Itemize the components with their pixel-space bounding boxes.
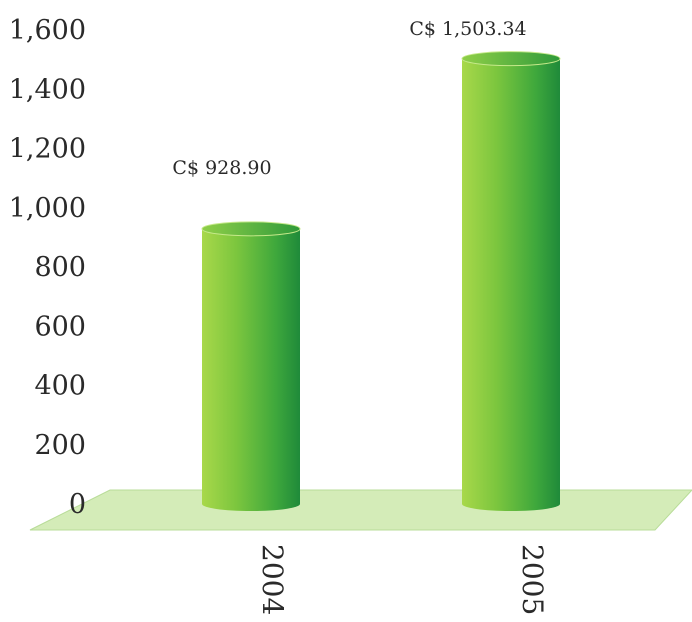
category-label: 2004 bbox=[256, 544, 289, 615]
bar-2005 bbox=[461, 51, 561, 511]
bar-body bbox=[462, 58, 560, 511]
data-labels: C$ 928.90 C$ 1,503.34 bbox=[172, 18, 526, 179]
bar-2004 bbox=[201, 221, 301, 512]
x-axis-categories: 2004 2005 bbox=[256, 544, 549, 615]
data-label: C$ 1,503.34 bbox=[409, 18, 526, 40]
category-label: 2005 bbox=[516, 544, 549, 615]
y-axis-ticks: 0 200 400 600 800 1,000 1,200 1,400 1,600 bbox=[9, 15, 86, 520]
y-tick-label: 0 bbox=[69, 489, 86, 520]
y-tick-label: 600 bbox=[34, 311, 86, 342]
y-tick-label: 1,400 bbox=[9, 74, 86, 105]
y-tick-label: 1,200 bbox=[9, 134, 86, 165]
bar-body bbox=[202, 228, 300, 512]
y-tick-label: 1,600 bbox=[9, 15, 86, 46]
data-label: C$ 928.90 bbox=[172, 157, 271, 179]
chart-floor bbox=[29, 489, 692, 531]
bar-cap bbox=[201, 221, 301, 237]
bars bbox=[201, 51, 561, 512]
y-tick-label: 800 bbox=[34, 252, 86, 283]
y-tick-label: 1,000 bbox=[9, 193, 86, 224]
bar-cap bbox=[461, 51, 561, 67]
y-tick-label: 400 bbox=[34, 371, 86, 402]
y-tick-label: 200 bbox=[34, 430, 86, 461]
